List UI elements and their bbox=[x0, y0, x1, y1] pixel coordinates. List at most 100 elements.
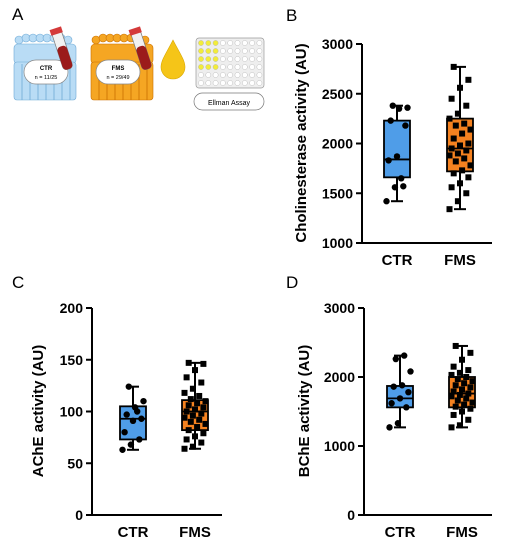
well bbox=[256, 64, 263, 70]
well bbox=[234, 80, 241, 86]
data-point bbox=[393, 153, 401, 160]
y-tick-label: 150 bbox=[60, 352, 84, 368]
data-point bbox=[387, 117, 394, 124]
data-point bbox=[194, 424, 201, 431]
well bbox=[249, 48, 255, 54]
well bbox=[249, 72, 255, 78]
well bbox=[198, 72, 204, 78]
y-tick-label: 3000 bbox=[324, 300, 355, 316]
data-point bbox=[457, 84, 463, 91]
data-point bbox=[465, 416, 472, 423]
well bbox=[198, 80, 204, 86]
data-point bbox=[192, 433, 198, 440]
fms-n-label: n = 29/49 bbox=[106, 75, 129, 81]
well bbox=[241, 56, 248, 62]
well bbox=[212, 48, 219, 54]
data-point bbox=[192, 367, 198, 374]
well bbox=[227, 40, 233, 46]
data-point bbox=[200, 430, 207, 437]
data-point bbox=[200, 404, 207, 411]
data-point bbox=[465, 367, 472, 374]
data-point bbox=[448, 424, 455, 431]
data-point bbox=[192, 406, 198, 413]
well-plate-icon bbox=[195, 37, 265, 89]
well bbox=[227, 64, 233, 70]
data-point bbox=[448, 95, 455, 102]
well bbox=[212, 72, 219, 78]
well bbox=[241, 48, 248, 54]
data-point bbox=[459, 408, 465, 415]
well bbox=[205, 40, 212, 46]
well bbox=[241, 72, 248, 78]
well bbox=[256, 56, 263, 62]
x-tick-label: FMS bbox=[446, 524, 478, 541]
data-point bbox=[185, 427, 192, 434]
data-point bbox=[459, 130, 466, 137]
data-point bbox=[452, 158, 459, 165]
data-point bbox=[450, 135, 457, 142]
data-point bbox=[404, 104, 411, 111]
data-point bbox=[200, 360, 207, 367]
panel-c-letter: C bbox=[12, 273, 24, 292]
panel-c: C 0 50 100 150 200 AChE activity (AU) CTR FMS bbox=[12, 273, 222, 541]
data-point bbox=[136, 436, 143, 443]
box-ctr bbox=[383, 119, 411, 179]
well bbox=[205, 48, 212, 54]
ellman-assay-badge bbox=[193, 92, 265, 111]
well bbox=[198, 40, 204, 46]
data-point bbox=[463, 395, 470, 402]
data-point bbox=[461, 401, 468, 408]
well bbox=[241, 64, 248, 70]
well bbox=[220, 64, 226, 70]
data-point bbox=[183, 436, 190, 443]
data-point bbox=[452, 342, 459, 349]
panel-b: B 1000 1500 2000 2500 3000 Cholinesterase act… bbox=[286, 6, 492, 269]
ctr-n-label: n = 11/25 bbox=[35, 75, 58, 81]
data-point bbox=[454, 150, 461, 157]
data-point bbox=[446, 206, 453, 213]
well bbox=[249, 64, 255, 70]
well bbox=[227, 80, 233, 86]
well bbox=[205, 80, 212, 86]
data-point bbox=[467, 162, 474, 169]
data-point bbox=[450, 170, 457, 177]
data-point bbox=[181, 414, 188, 421]
data-point bbox=[467, 349, 474, 356]
well bbox=[227, 48, 233, 54]
data-point bbox=[459, 167, 466, 174]
data-point bbox=[383, 198, 390, 205]
data-point bbox=[405, 388, 412, 396]
panel-d-letter: D bbox=[286, 273, 298, 292]
data-point bbox=[465, 390, 472, 397]
data-point bbox=[385, 157, 392, 164]
y-axis-label: BChE activity (AU) bbox=[296, 345, 313, 478]
well bbox=[198, 64, 204, 70]
data-point bbox=[198, 410, 205, 417]
well bbox=[249, 40, 255, 46]
data-point bbox=[389, 102, 396, 109]
panel-b-letter: B bbox=[286, 6, 297, 25]
data-point bbox=[202, 398, 209, 405]
x-tick-label: FMS bbox=[444, 252, 476, 269]
well bbox=[212, 64, 219, 70]
blood-tube-icon bbox=[49, 26, 73, 70]
data-point bbox=[450, 411, 457, 418]
well bbox=[212, 56, 219, 62]
well bbox=[256, 72, 263, 78]
data-point bbox=[198, 379, 205, 386]
data-point bbox=[457, 180, 463, 187]
y-tick-label: 1000 bbox=[322, 235, 353, 251]
data-point bbox=[459, 356, 465, 363]
data-point bbox=[465, 140, 472, 147]
data-point bbox=[202, 420, 209, 427]
data-point bbox=[400, 183, 407, 190]
data-point bbox=[194, 400, 201, 407]
y-tick-label: 200 bbox=[60, 300, 84, 316]
well bbox=[241, 40, 248, 46]
ellman-assay-label: Ellman Assay bbox=[208, 100, 251, 107]
data-point bbox=[386, 424, 393, 431]
well bbox=[256, 48, 263, 54]
data-point bbox=[185, 359, 192, 366]
data-point bbox=[446, 152, 453, 159]
